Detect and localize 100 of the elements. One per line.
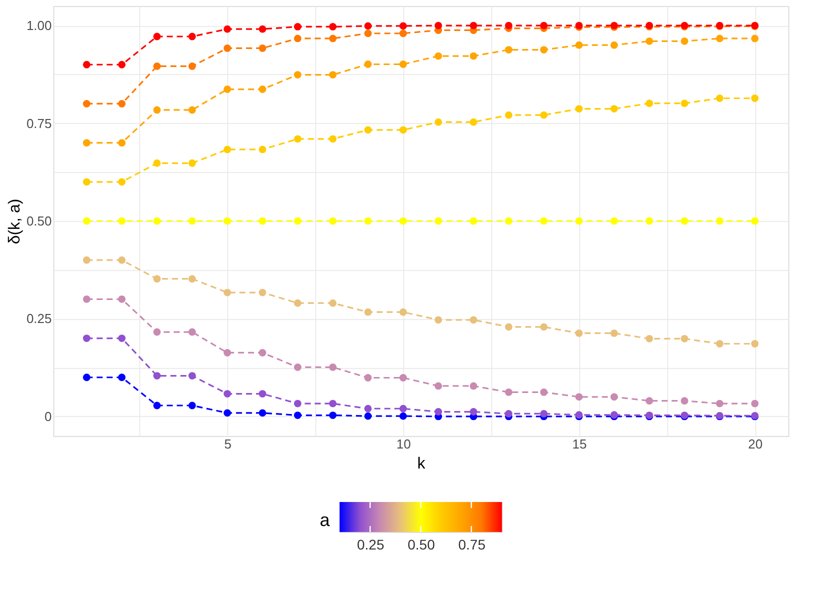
point: [153, 372, 161, 380]
point: [329, 23, 337, 30]
point: [188, 275, 196, 283]
point: [680, 37, 688, 45]
point: [680, 100, 688, 108]
point: [716, 217, 724, 225]
point: [188, 159, 196, 167]
point: [751, 94, 759, 102]
point: [258, 390, 266, 398]
point: [399, 30, 407, 38]
point: [188, 217, 196, 225]
point: [540, 410, 548, 418]
point: [504, 217, 512, 225]
point: [364, 60, 372, 68]
point: [540, 323, 548, 331]
point: [751, 217, 759, 225]
point: [364, 22, 372, 30]
y-tick-label: 0.50: [26, 214, 52, 228]
point: [258, 146, 266, 154]
point: [540, 111, 548, 119]
point: [470, 52, 478, 60]
point: [716, 400, 724, 408]
point: [224, 44, 232, 52]
point: [680, 334, 688, 342]
point: [575, 217, 583, 225]
point: [329, 299, 337, 307]
point: [646, 334, 654, 342]
point: [118, 60, 126, 68]
point: [434, 316, 442, 324]
point: [118, 139, 126, 147]
point: [364, 404, 372, 412]
point: [188, 372, 196, 380]
point: [224, 349, 232, 356]
point: [294, 217, 302, 225]
point: [364, 30, 372, 38]
point: [294, 400, 302, 408]
point: [434, 22, 442, 30]
color-bar-title: a: [320, 510, 331, 530]
point: [399, 308, 407, 316]
point: [680, 217, 688, 225]
point: [188, 402, 196, 410]
point: [434, 52, 442, 60]
point: [364, 412, 372, 420]
point: [399, 412, 407, 420]
point: [82, 217, 90, 225]
point: [434, 118, 442, 126]
point: [118, 178, 126, 186]
point: [646, 217, 654, 225]
point: [82, 295, 90, 303]
point: [646, 397, 654, 405]
point: [294, 23, 302, 30]
point: [329, 364, 337, 371]
point: [399, 217, 407, 225]
y-tick-label: 0.75: [26, 116, 52, 131]
point: [575, 393, 583, 401]
point: [575, 329, 583, 337]
point: [575, 105, 583, 113]
point: [224, 409, 232, 417]
point: [188, 32, 196, 40]
point: [504, 323, 512, 331]
point: [82, 178, 90, 186]
point: [224, 288, 232, 296]
x-axis-title: k: [417, 456, 426, 472]
point: [470, 22, 478, 30]
point: [610, 329, 618, 337]
point: [504, 22, 512, 30]
point: [258, 217, 266, 225]
point: [258, 409, 266, 417]
point: [470, 217, 478, 225]
point: [504, 46, 512, 54]
point: [470, 118, 478, 126]
point: [82, 374, 90, 382]
point: [646, 100, 654, 108]
point: [329, 412, 337, 419]
point: [294, 412, 302, 419]
point: [294, 71, 302, 78]
point: [751, 34, 759, 42]
point: [258, 288, 266, 296]
point: [364, 374, 372, 382]
point: [153, 32, 161, 40]
point: [118, 256, 126, 264]
point: [294, 299, 302, 307]
point: [153, 275, 161, 283]
point: [504, 111, 512, 119]
point: [329, 135, 337, 143]
point: [610, 105, 618, 113]
point: [540, 388, 548, 396]
y-tick-label: 0.25: [26, 311, 52, 326]
point: [153, 159, 161, 167]
point: [82, 60, 90, 68]
point: [329, 400, 337, 408]
point: [610, 217, 618, 225]
point: [329, 217, 337, 225]
point: [153, 402, 161, 410]
point: [751, 400, 759, 408]
point: [82, 100, 90, 108]
point: [470, 316, 478, 324]
point: [680, 397, 688, 405]
point: [153, 328, 161, 336]
x-tick-label: 20: [748, 436, 763, 452]
